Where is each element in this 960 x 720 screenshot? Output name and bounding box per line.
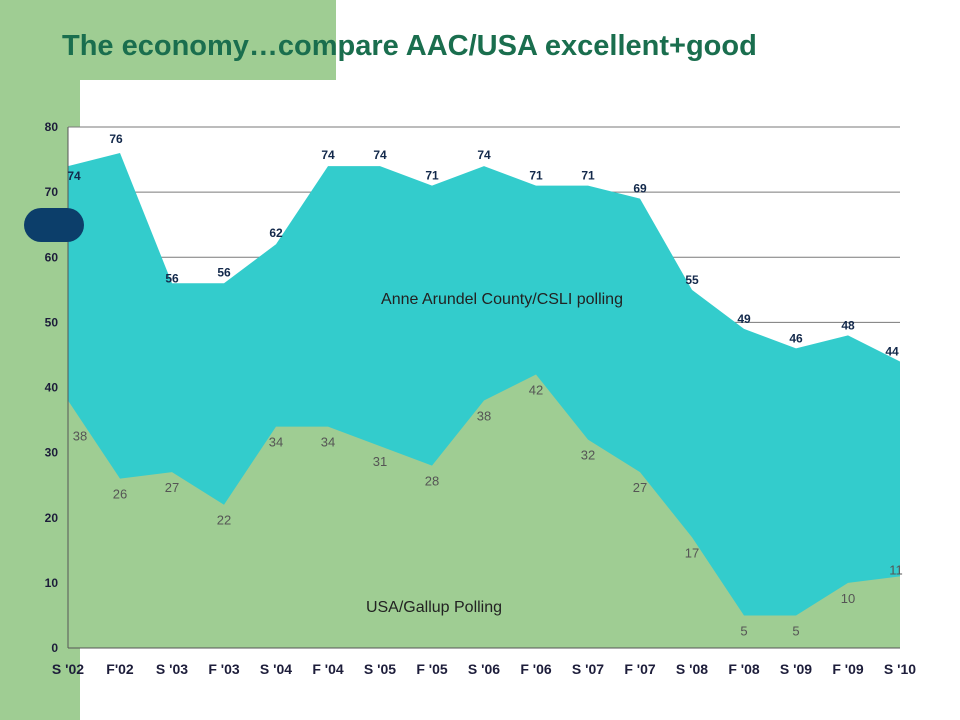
x-tick-label: S '02 — [52, 661, 84, 677]
y-tick-label: 30 — [45, 446, 59, 460]
data-label-anne-arundel: 69 — [633, 182, 647, 196]
data-label-anne-arundel: 46 — [789, 331, 803, 345]
data-label-anne-arundel: 62 — [269, 226, 283, 240]
left-decor-band — [0, 0, 80, 720]
data-label-anne-arundel: 48 — [841, 318, 855, 332]
y-tick-label: 40 — [45, 381, 59, 395]
data-label-usa-gallup: 5 — [792, 623, 799, 638]
x-tick-label: S '07 — [572, 661, 604, 677]
slide-title: The economy…compare AAC/USA excellent+go… — [62, 30, 757, 62]
data-label-usa-gallup: 34 — [321, 435, 335, 450]
data-label-anne-arundel: 71 — [425, 169, 439, 183]
data-label-usa-gallup: 26 — [113, 487, 127, 502]
data-label-anne-arundel: 49 — [737, 312, 751, 326]
data-label-usa-gallup: 38 — [73, 429, 87, 444]
data-label-anne-arundel: 76 — [109, 132, 123, 146]
y-tick-label: 50 — [45, 315, 59, 329]
top-decor-band — [0, 0, 336, 80]
data-label-usa-gallup: 42 — [529, 382, 543, 397]
x-tick-label: F '05 — [416, 661, 448, 677]
data-label-anne-arundel: 71 — [529, 169, 543, 183]
y-tick-label: 80 — [45, 120, 59, 134]
data-label-usa-gallup: 27 — [165, 480, 179, 495]
data-label-usa-gallup: 38 — [477, 409, 491, 424]
data-label-usa-gallup: 10 — [841, 591, 855, 606]
data-label-usa-gallup: 22 — [217, 513, 231, 528]
area-series-usa-gallup — [68, 374, 900, 648]
x-tick-label: S '04 — [260, 661, 292, 677]
series-label-usa-gallup: USA/Gallup Polling — [366, 599, 502, 616]
x-tick-label: S '05 — [364, 661, 396, 677]
data-label-usa-gallup: 32 — [581, 448, 595, 463]
x-tick-label: F '03 — [208, 661, 240, 677]
x-tick-label: S '10 — [884, 661, 916, 677]
data-label-usa-gallup: 28 — [425, 474, 439, 489]
data-label-usa-gallup: 34 — [269, 435, 283, 450]
series-label-anne-arundel: Anne Arundel County/CSLI polling — [381, 291, 623, 308]
x-tick-label: S '06 — [468, 661, 500, 677]
decor-pill — [24, 208, 84, 242]
y-tick-label: 70 — [45, 185, 59, 199]
data-label-anne-arundel: 74 — [477, 148, 491, 162]
x-tick-label: F '06 — [520, 661, 552, 677]
data-label-usa-gallup: 27 — [633, 480, 647, 495]
data-label-anne-arundel: 56 — [217, 265, 231, 279]
y-tick-label: 60 — [45, 250, 59, 264]
x-tick-label: S '08 — [676, 661, 708, 677]
data-label-anne-arundel: 74 — [321, 148, 335, 162]
data-label-anne-arundel: 44 — [885, 344, 899, 358]
x-tick-label: F '08 — [728, 661, 760, 677]
x-tick-label: F '09 — [832, 661, 864, 677]
x-tick-label: F '07 — [624, 661, 656, 677]
data-label-anne-arundel: 55 — [685, 273, 699, 287]
data-label-anne-arundel: 71 — [581, 169, 595, 183]
y-tick-label: 0 — [51, 641, 58, 655]
y-tick-label: 10 — [45, 576, 59, 590]
x-tick-label: S '09 — [780, 661, 812, 677]
x-tick-label: F '04 — [312, 661, 344, 677]
data-label-anne-arundel: 74 — [67, 169, 81, 183]
data-label-usa-gallup: 11 — [889, 562, 903, 577]
data-label-usa-gallup: 5 — [740, 623, 747, 638]
y-tick-label: 20 — [45, 511, 59, 525]
x-tick-label: S '03 — [156, 661, 188, 677]
data-label-anne-arundel: 56 — [165, 271, 179, 285]
x-tick-label: F'02 — [106, 661, 134, 677]
data-label-usa-gallup: 17 — [685, 545, 699, 560]
data-label-anne-arundel: 74 — [373, 148, 387, 162]
data-label-usa-gallup: 31 — [373, 454, 387, 469]
